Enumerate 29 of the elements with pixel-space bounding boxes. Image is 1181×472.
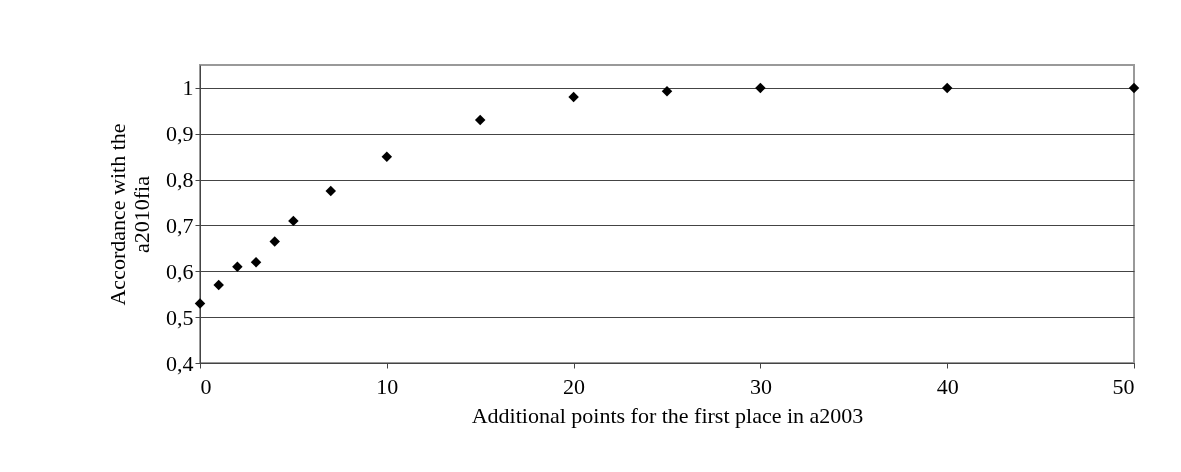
point: [232, 261, 243, 272]
point: [381, 151, 393, 162]
point: [213, 279, 224, 291]
y-tick-label: 0,6: [166, 258, 194, 284]
x-tick-label: 50: [1112, 373, 1135, 399]
y-tick-label: 0,8: [166, 167, 194, 193]
point: [1128, 82, 1140, 94]
y-tick-label: 0,4: [166, 350, 194, 376]
point: [568, 91, 579, 103]
point: [250, 256, 262, 268]
point: [288, 215, 299, 227]
point: [661, 85, 673, 97]
x-tick-label: 20: [563, 373, 586, 399]
point: [474, 114, 486, 126]
point: [325, 185, 336, 197]
point: [941, 82, 953, 94]
y-tick-label: 0,9: [166, 121, 194, 147]
x-tick-label: 10: [376, 373, 399, 399]
point: [269, 236, 280, 247]
x-axis-title: Additional points for the first place in a2003: [471, 402, 864, 428]
y-axis-title: Accordance with the a2010fia: [105, 123, 154, 306]
y-tick-label: 0,7: [166, 212, 194, 238]
x-tick-label: 30: [749, 373, 772, 399]
y-tick-label: 0,5: [166, 304, 194, 330]
point: [755, 82, 766, 94]
y-tick-label: 1: [182, 75, 194, 101]
x-tick-label: 40: [936, 373, 959, 399]
point: [194, 298, 206, 309]
x-tick-label: 0: [200, 373, 212, 399]
